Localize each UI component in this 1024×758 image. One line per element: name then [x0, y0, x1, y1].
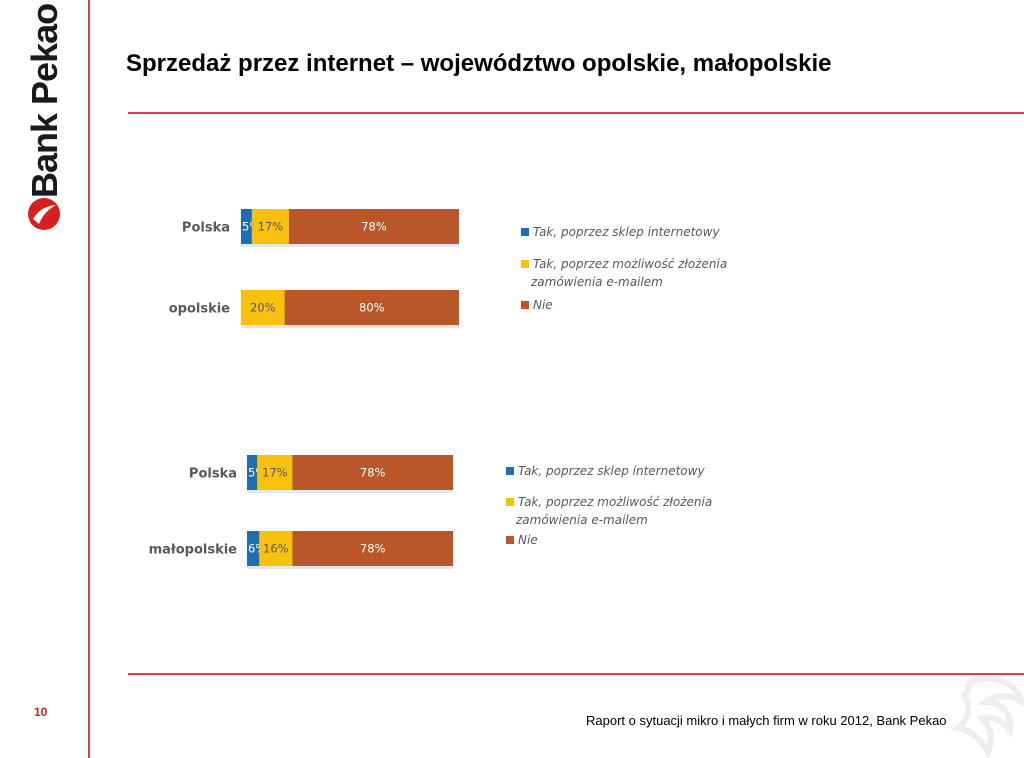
eagle-watermark-icon — [950, 675, 1024, 758]
category-label: Polska — [189, 467, 237, 482]
bar-segment — [241, 290, 285, 325]
bar-shadow — [247, 490, 453, 493]
footer-divider — [128, 673, 1024, 675]
legend-label: Tak, poprzez sklep internetowy — [518, 464, 705, 478]
legend-label: Nie — [533, 298, 553, 312]
left-accent-rule — [88, 0, 90, 758]
legend-label: zamówienia e-mailem — [515, 513, 648, 527]
bar-segment — [259, 531, 293, 566]
title-divider — [128, 112, 1024, 114]
data-label: 16% — [263, 542, 289, 556]
legend-label: Tak, poprzez sklep internetowy — [533, 225, 720, 239]
data-label: 78% — [360, 466, 386, 480]
bar-shadow — [247, 566, 453, 569]
page-number: 10 — [34, 705, 48, 719]
category-label: Polska — [182, 221, 230, 236]
legend-label: Nie — [518, 533, 538, 547]
page-title: Sprzedaż przez internet – województwo op… — [126, 50, 832, 77]
bar-segment — [251, 209, 289, 244]
legend-label: Tak, poprzez możliwość złożenia — [533, 257, 727, 271]
legend-swatch — [506, 467, 514, 475]
bar-segment — [288, 209, 459, 244]
data-label: 17% — [258, 220, 284, 234]
data-label: 78% — [360, 542, 386, 556]
bar-shadow — [241, 325, 459, 328]
bar-segment — [247, 531, 260, 566]
data-label: 80% — [359, 301, 385, 315]
bar-segment — [247, 455, 258, 490]
data-label: 20% — [250, 301, 276, 315]
legend-swatch — [521, 260, 529, 268]
data-label: 17% — [262, 466, 288, 480]
bar-segment — [284, 290, 459, 325]
category-label: opolskie — [169, 302, 230, 317]
data-label: 78% — [361, 220, 387, 234]
bank-logo-icon — [28, 198, 60, 230]
bar-segment — [292, 531, 453, 566]
bar-segment — [241, 209, 252, 244]
legend-swatch — [521, 228, 529, 236]
footer-source: Raport o sytuacji mikro i małych firm w … — [586, 713, 947, 728]
legend-swatch — [506, 498, 514, 506]
bar-segment — [257, 455, 293, 490]
legend-label: zamówienia e-mailem — [530, 275, 663, 289]
legend-swatch — [521, 301, 529, 309]
bar-segment — [292, 455, 453, 490]
category-label: małopolskie — [149, 543, 238, 558]
legend-swatch — [506, 536, 514, 544]
bar-shadow — [241, 244, 459, 247]
legend-label: Tak, poprzez możliwość złożenia — [518, 495, 712, 509]
